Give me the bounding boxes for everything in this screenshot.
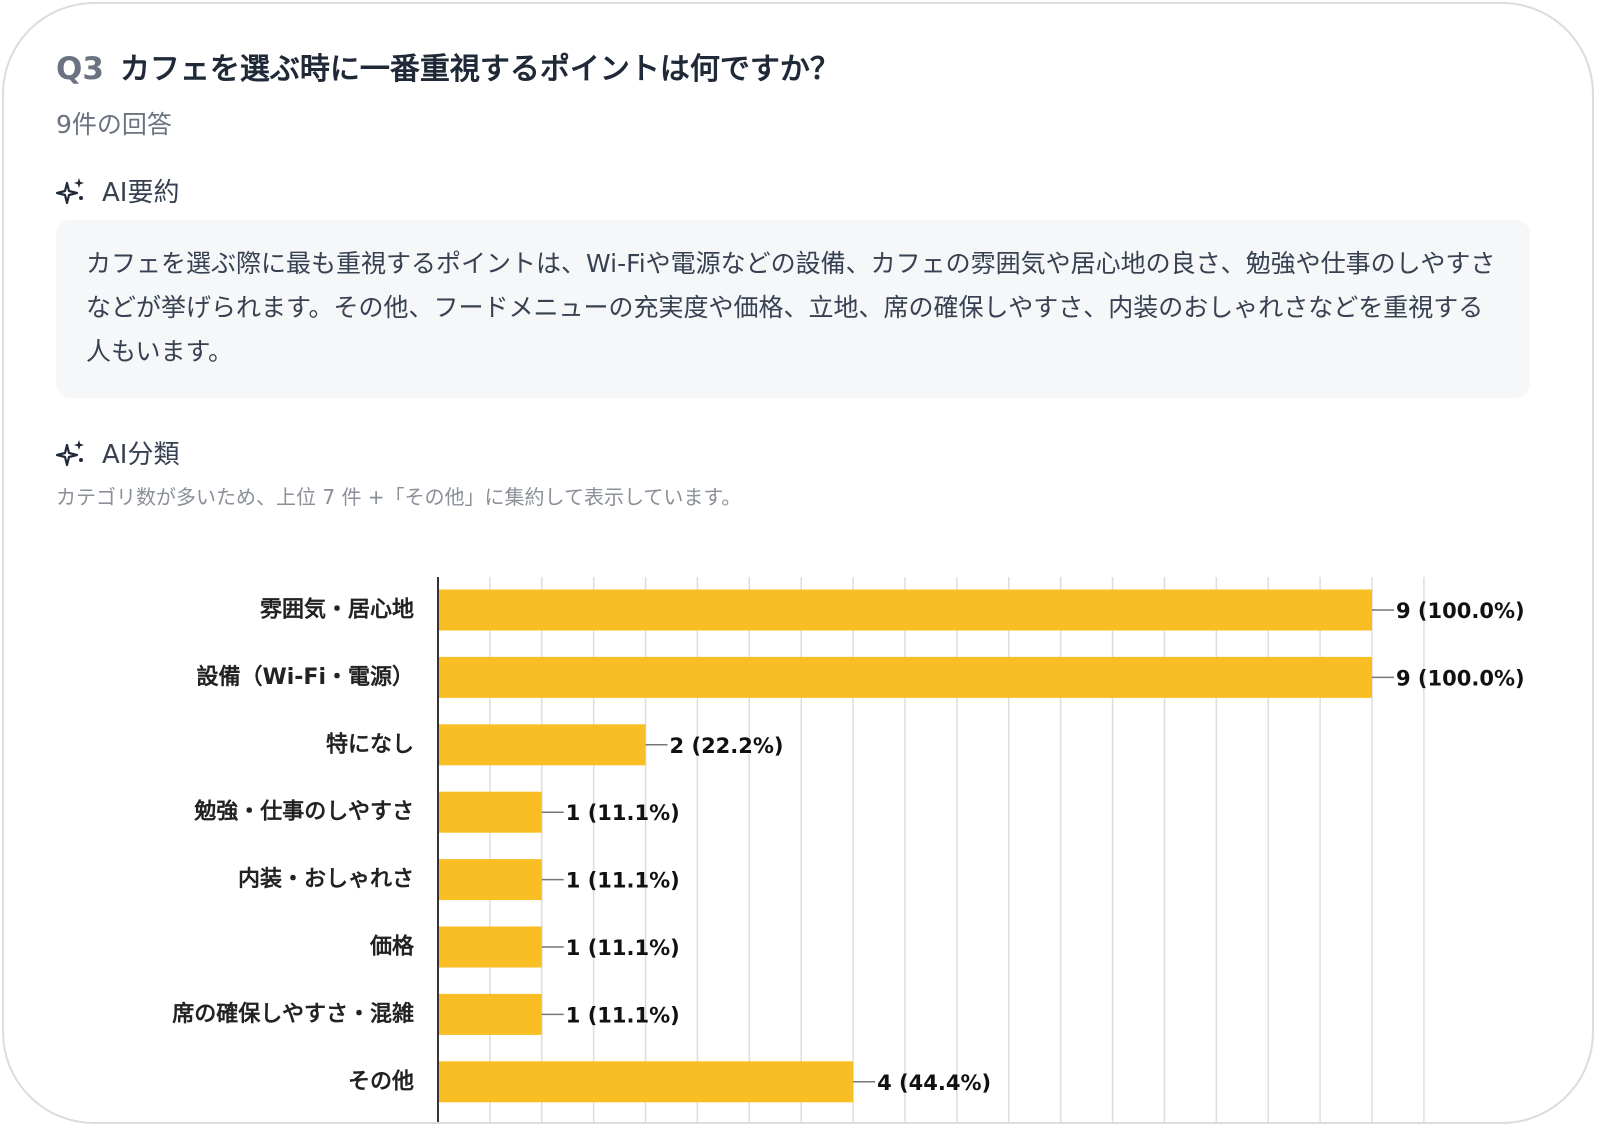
question-title: カフェを選ぶ時に一番重視するポイントは何ですか？ [119,52,840,87]
bar [438,656,1372,698]
bar [438,724,646,766]
bar [438,589,1372,631]
bar [438,859,542,901]
category-label: 雰囲気・居心地 [260,597,414,623]
bar [438,791,542,833]
value-label: 2 (22.2%) [670,734,784,758]
classification-bar-chart: 雰囲気・居心地 9 (100.0%) 設備（Wi-Fi・電源） 9 (100.0%) 特… [172,577,1525,1122]
category-label: 価格 [369,934,415,960]
value-label: 1 (11.1%) [566,801,680,825]
question-number: Q3 [56,51,104,87]
category-label: その他 [348,1069,414,1094]
ai-classification-label: AI分類 [102,440,180,470]
classification-note: カテゴリ数が多いため、上位 7 件 +「その他」に集約して表示しています。 [56,485,742,509]
sparkle-icon [56,177,84,204]
ai-classification-heading: AI分類 [56,434,179,471]
ai-summary-box: カフェを選ぶ際に最も重視するポイントは、Wi-Fiや電源などの設備、カフェの雰囲… [56,220,1530,398]
bar [438,993,542,1035]
value-label: 1 (11.1%) [566,936,680,960]
sparkle-icon [56,439,84,466]
category-label: 設備（Wi-Fi・電源） [196,664,414,690]
value-label: 1 (11.1%) [566,1003,680,1027]
ai-summary-text: カフェを選ぶ際に最も重視するポイントは、Wi-Fiや電源などの設備、カフェの雰囲… [86,249,1496,366]
category-label: 内装・おしゃれさ [238,867,414,892]
ai-summary-heading: AI要約 [56,172,179,209]
value-label: 4 (44.4%) [877,1071,991,1095]
response-count: 9件の回答 [56,110,172,139]
bar [438,926,542,968]
category-label: 特になし [326,731,414,757]
value-label: 1 (11.1%) [566,869,680,893]
ai-summary-label: AI要約 [102,178,180,208]
category-label: 席の確保しやすさ・混雑 [172,1001,414,1027]
category-label: 勉強・仕事のしやすさ [193,799,414,825]
value-label: 9 (100.0%) [1396,599,1525,623]
question-header: Q3 カフェを選ぶ時に一番重視するポイントは何ですか？ [56,44,840,88]
bar [438,1061,854,1103]
value-label: 9 (100.0%) [1396,666,1525,690]
